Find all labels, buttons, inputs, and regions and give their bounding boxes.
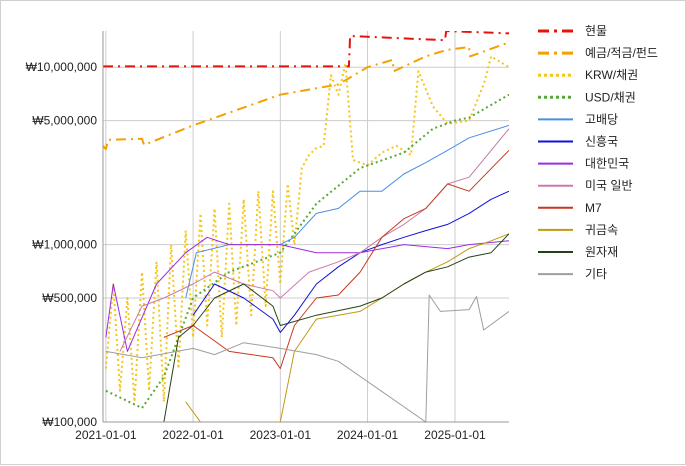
series-line-6 — [192, 190, 509, 333]
series-layer — [103, 31, 509, 422]
axis-layer: ₩10,000,000 ₩5,000,000 ₩1,000,000 ₩500,000 ₩… — [26, 31, 509, 442]
legend-label-11: 원자재 — [585, 245, 618, 259]
series-line-1 — [103, 31, 509, 68]
y-tick-label: ₩500,000 — [42, 291, 97, 305]
series-line-3 — [104, 55, 509, 403]
series-line-9 — [163, 149, 509, 370]
series-line-11 — [163, 233, 509, 422]
series-line-10 — [185, 233, 509, 422]
legend-label-4: USD/채권 — [585, 90, 636, 104]
y-tick-label: ₩5,000,000 — [32, 114, 97, 128]
series-line-2 — [103, 41, 509, 151]
y-tick-label: ₩10,000,000 — [26, 60, 98, 74]
legend-label-9: M7 — [585, 201, 602, 215]
legend-label-5: 고배당 — [585, 112, 618, 126]
series-line-7 — [105, 236, 509, 352]
legend-label-2: 예금/적금/펀드 — [585, 46, 658, 60]
series-line-4 — [105, 93, 509, 409]
legend-label-3: KRW/채권 — [585, 68, 638, 82]
x-tick-label: 2022-01-01 — [162, 428, 224, 442]
x-tick-label: 2025-01-01 — [424, 428, 486, 442]
legend-label-6: 신흥국 — [585, 135, 618, 149]
legend-label-8: 미국 일반 — [585, 179, 633, 193]
y-tick-label: ₩100,000 — [42, 415, 97, 429]
y-tick-label: ₩1,000,000 — [32, 238, 97, 252]
legend-label-10: 귀금속 — [585, 223, 618, 237]
series-line-12 — [105, 294, 509, 422]
series-line-8 — [119, 128, 509, 352]
x-tick-label: 2023-01-01 — [250, 428, 312, 442]
series-line-5 — [185, 124, 509, 299]
x-tick-label: 2024-01-01 — [337, 428, 399, 442]
x-tick-label: 2021-01-01 — [75, 428, 137, 442]
legend-label-12: 기타 — [585, 267, 607, 281]
legend-label-1: 현물 — [585, 24, 607, 38]
legend-label-7: 대한민국 — [585, 157, 629, 171]
